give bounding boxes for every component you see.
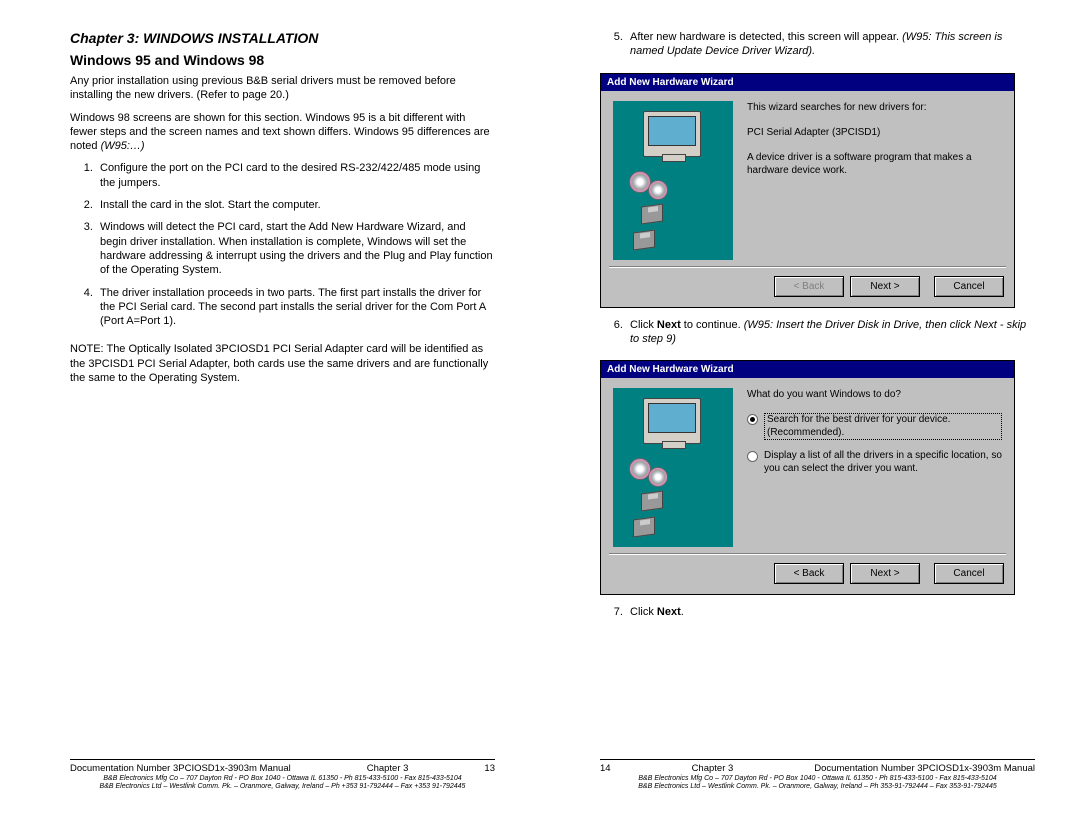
install-steps: Configure the port on the PCI card to th… (70, 161, 495, 336)
footer-page: 14 (600, 763, 611, 774)
wizard-1-buttons: < Back Next > Cancel (601, 268, 1014, 307)
footer-line: Documentation Number 3PCIOSD1x-3903m Man… (70, 763, 495, 774)
floppy-icon (641, 491, 663, 512)
radio-dot-icon (747, 451, 758, 462)
wizard-1-graphic (613, 101, 733, 260)
next-button[interactable]: Next > (850, 563, 920, 584)
radio-option-2[interactable]: Display a list of all the drivers in a s… (747, 450, 1002, 475)
install-steps-cont3: Click Next. (600, 605, 1035, 627)
footer-page: 13 (484, 763, 495, 774)
step-3: Windows will detect the PCI card, start … (96, 220, 495, 277)
right-column: After new hardware is detected, this scr… (540, 30, 1080, 814)
right-footer: 14 Chapter 3 Documentation Number 3PCIOS… (600, 759, 1035, 792)
floppy-icon (641, 203, 663, 224)
back-button[interactable]: < Back (774, 563, 844, 584)
intro-paragraph-1: Any prior installation using previous B&… (70, 74, 495, 103)
note-paragraph: NOTE: The Optically Isolated 3PCIOSD1 PC… (70, 342, 495, 385)
step-2: Install the card in the slot. Start the … (96, 198, 495, 212)
cd-icon (648, 467, 668, 487)
footer-tiny-2: B&B Electronics Ltd – Westlink Comm. Pk.… (70, 783, 495, 791)
footer-rule (600, 759, 1035, 760)
cd-icon (648, 180, 668, 200)
radio-label-2: Display a list of all the drivers in a s… (764, 450, 1002, 475)
step-6c: to continue. (681, 319, 744, 331)
wizard-1-content: This wizard searches for new drivers for… (733, 101, 1002, 260)
footer-tiny-2: B&B Electronics Ltd – Westlink Comm. Pk.… (600, 783, 1035, 791)
wizard-2-buttons: < Back Next > Cancel (601, 555, 1014, 594)
footer-doc: Documentation Number 3PCIOSD1x-3903m Man… (814, 763, 1035, 774)
install-steps-cont: After new hardware is detected, this scr… (600, 30, 1035, 67)
wizard-2-body: What do you want Windows to do? Search f… (601, 378, 1014, 553)
section-heading: Windows 95 and Windows 98 (70, 52, 495, 68)
step-7b: Next (657, 606, 681, 618)
floppy-icon (633, 517, 655, 538)
wizard-2: Add New Hardware Wizard What do you want… (600, 360, 1015, 595)
wizard-1: Add New Hardware Wizard This wizard sear… (600, 73, 1015, 308)
wizard-2-content: What do you want Windows to do? Search f… (733, 388, 1002, 547)
back-button[interactable]: < Back (774, 276, 844, 297)
radio-label-1: Search for the best driver for your devi… (764, 413, 1002, 440)
chapter-title: Chapter 3: WINDOWS INSTALLATION (70, 30, 495, 46)
footer-chapter: Chapter 3 (367, 763, 409, 774)
step-4: The driver installation proceeds in two … (96, 286, 495, 329)
cancel-button[interactable]: Cancel (934, 276, 1004, 297)
left-footer: Documentation Number 3PCIOSD1x-3903m Man… (70, 759, 495, 792)
footer-chapter: Chapter 3 (692, 763, 734, 774)
wizard-1-titlebar: Add New Hardware Wizard (601, 74, 1014, 91)
step-7: Click Next. (626, 605, 1035, 619)
step-6b: Next (657, 319, 681, 331)
wizard-2-graphic (613, 388, 733, 547)
radio-dot-icon (747, 414, 758, 425)
step-6: Click Next to continue. (W95: Insert the… (626, 318, 1035, 347)
wizard-1-line2: PCI Serial Adapter (3PCISD1) (747, 126, 1002, 139)
wizard-1-body: This wizard searches for new drivers for… (601, 91, 1014, 266)
wizard-1-line1: This wizard searches for new drivers for… (747, 101, 1002, 114)
wizard-2-prompt: What do you want Windows to do? (747, 388, 1002, 401)
monitor-icon (643, 111, 701, 157)
left-column: Chapter 3: WINDOWS INSTALLATION Windows … (0, 30, 540, 814)
step-6a: Click (630, 319, 657, 331)
floppy-icon (633, 229, 655, 250)
radio-option-1[interactable]: Search for the best driver for your devi… (747, 413, 1002, 440)
footer-doc: Documentation Number 3PCIOSD1x-3903m Man… (70, 763, 291, 774)
intro-paragraph-2: Windows 98 screens are shown for this se… (70, 111, 495, 154)
step-5a: After new hardware is detected, this scr… (630, 31, 902, 43)
footer-tiny-1: B&B Electronics Mfg Co – 707 Dayton Rd -… (600, 775, 1035, 783)
step-7a: Click (630, 606, 657, 618)
step-5: After new hardware is detected, this scr… (626, 30, 1035, 59)
wizard-1-line3: A device driver is a software program th… (747, 151, 1002, 177)
monitor-icon (643, 398, 701, 444)
cancel-button[interactable]: Cancel (934, 563, 1004, 584)
footer-rule (70, 759, 495, 760)
page: Chapter 3: WINDOWS INSTALLATION Windows … (0, 0, 1080, 834)
intro-paragraph-2b: (W95:…) (101, 140, 145, 152)
wizard-2-titlebar: Add New Hardware Wizard (601, 361, 1014, 378)
footer-line: 14 Chapter 3 Documentation Number 3PCIOS… (600, 763, 1035, 774)
footer-tiny-1: B&B Electronics Mfg Co – 707 Dayton Rd -… (70, 775, 495, 783)
step-1: Configure the port on the PCI card to th… (96, 161, 495, 190)
step-7c: . (681, 606, 684, 618)
next-button[interactable]: Next > (850, 276, 920, 297)
install-steps-cont2: Click Next to continue. (W95: Insert the… (600, 318, 1035, 355)
